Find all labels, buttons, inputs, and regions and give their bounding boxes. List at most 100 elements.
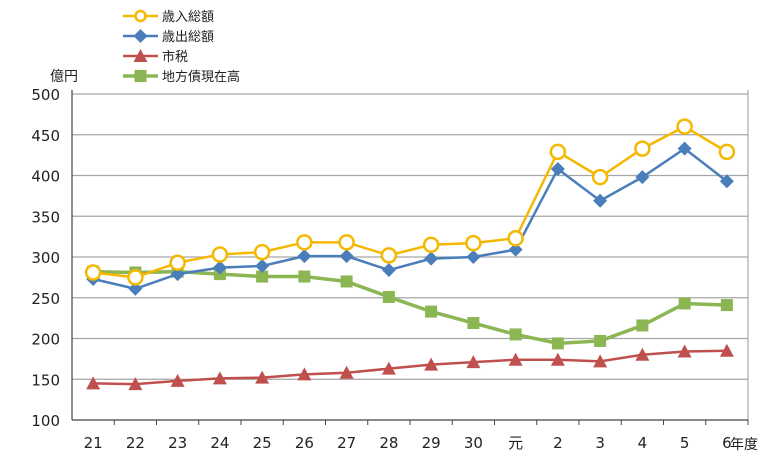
legend-label: 歳出総額 bbox=[162, 30, 214, 45]
x-tick-label: 23 bbox=[168, 434, 187, 452]
legend-item: 歳出総額 bbox=[123, 29, 214, 45]
data-point-triangle bbox=[550, 352, 565, 366]
data-point-triangle bbox=[86, 376, 101, 390]
data-point-triangle bbox=[381, 361, 396, 375]
data-point-circle bbox=[465, 234, 482, 252]
x-tick-label: 24 bbox=[210, 434, 229, 452]
axes bbox=[71, 90, 749, 425]
data-point-square bbox=[340, 275, 353, 288]
legend-item: 地方債現在高 bbox=[123, 69, 240, 85]
data-point-diamond bbox=[255, 258, 270, 273]
data-point-diamond bbox=[212, 260, 227, 275]
y-tick-label: 400 bbox=[31, 168, 60, 186]
series-line bbox=[92, 147, 728, 291]
x-axis-label: 年度 bbox=[730, 437, 758, 453]
x-tick-label: 4 bbox=[638, 434, 648, 452]
y-tick-label: 250 bbox=[31, 290, 60, 308]
series-circle bbox=[84, 118, 736, 286]
data-point-square bbox=[636, 319, 649, 332]
legend-label: 歳入総額 bbox=[162, 10, 214, 25]
data-point-circle bbox=[134, 9, 147, 23]
y-tick-label: 300 bbox=[31, 249, 60, 267]
data-point-triangle bbox=[635, 347, 650, 361]
y-tick-label: 350 bbox=[31, 208, 60, 226]
series-square bbox=[87, 265, 733, 350]
data-point-triangle bbox=[339, 365, 354, 379]
y-tick-labels: 100 150 200 250 300 350 400 450 500 bbox=[31, 86, 60, 430]
data-point-triangle bbox=[255, 370, 270, 384]
data-point-circle bbox=[84, 264, 102, 281]
y-tick-label: 200 bbox=[31, 331, 60, 349]
data-point-diamond bbox=[593, 193, 608, 208]
data-point-triangle bbox=[719, 343, 734, 357]
legend-label: 地方債現在高 bbox=[162, 69, 240, 85]
data-point-circle bbox=[211, 246, 229, 263]
data-point-square bbox=[467, 317, 480, 330]
data-point-diamond bbox=[133, 29, 148, 43]
data-point-diamond bbox=[508, 242, 523, 257]
x-tick-label: 22 bbox=[126, 434, 145, 452]
data-point-diamond bbox=[128, 281, 143, 296]
series-line bbox=[93, 269, 727, 346]
data-point-square bbox=[594, 334, 607, 347]
series-line bbox=[92, 125, 728, 279]
data-point-circle bbox=[338, 234, 355, 251]
data-point-circle bbox=[253, 243, 271, 261]
x-tick-label: 3 bbox=[595, 434, 605, 452]
x-tick-label: 21 bbox=[84, 434, 103, 452]
data-point-circle bbox=[634, 140, 651, 157]
x-tick-labels: 21 22 23 24 25 26 27 28 29 30 元 2 3 4 5 6 bbox=[84, 434, 732, 452]
data-point-triangle bbox=[677, 344, 692, 358]
data-point-square bbox=[678, 297, 691, 310]
data-point-circle bbox=[127, 269, 144, 286]
data-point-square bbox=[425, 305, 438, 318]
data-point-circle bbox=[169, 254, 186, 271]
x-tick-label: 26 bbox=[295, 434, 314, 452]
y-tick-label: 500 bbox=[31, 86, 60, 104]
y-tick-label: 150 bbox=[31, 371, 60, 389]
x-tick-label: 25 bbox=[253, 434, 272, 452]
data-point-circle bbox=[676, 118, 693, 135]
data-point-diamond bbox=[677, 141, 692, 156]
data-point-square bbox=[551, 337, 564, 350]
series-triangle bbox=[86, 343, 734, 391]
data-point-diamond bbox=[424, 251, 439, 266]
gridlines bbox=[72, 93, 748, 380]
x-tick-label: 28 bbox=[379, 434, 398, 452]
x-tick-label: 29 bbox=[422, 434, 441, 452]
data-point-diamond bbox=[170, 267, 185, 282]
series-line bbox=[93, 349, 727, 386]
data-point-square bbox=[720, 299, 733, 312]
data-point-square bbox=[382, 290, 395, 303]
data-point-diamond bbox=[297, 249, 312, 264]
data-point-diamond bbox=[635, 170, 650, 185]
data-point-square bbox=[256, 270, 269, 283]
data-point-circle bbox=[591, 168, 609, 186]
legend-item: 市税 bbox=[123, 49, 188, 65]
data-point-square bbox=[298, 270, 311, 283]
x-tick-label: 5 bbox=[680, 434, 690, 452]
data-point-circle bbox=[549, 143, 567, 161]
legend-item: 歳入総額 bbox=[123, 9, 214, 25]
y-tick-label: 450 bbox=[31, 127, 60, 145]
data-point-circle bbox=[718, 143, 736, 161]
data-point-triangle bbox=[128, 377, 143, 391]
series-group bbox=[84, 118, 736, 391]
data-point-triangle bbox=[593, 354, 608, 368]
data-point-triangle bbox=[170, 373, 185, 387]
x-tick-label: 30 bbox=[464, 434, 483, 452]
data-point-triangle bbox=[424, 357, 439, 371]
data-point-circle bbox=[296, 234, 313, 251]
x-tick-label: 27 bbox=[337, 434, 356, 452]
data-point-triangle bbox=[466, 355, 481, 369]
data-point-triangle bbox=[508, 352, 523, 366]
data-point-triangle bbox=[297, 367, 312, 381]
data-point-diamond bbox=[339, 249, 354, 264]
data-point-triangle bbox=[133, 49, 148, 62]
data-point-diamond bbox=[550, 161, 565, 176]
data-point-circle bbox=[422, 236, 440, 254]
series-diamond bbox=[86, 141, 734, 296]
x-tick-label: 元 bbox=[508, 434, 523, 452]
